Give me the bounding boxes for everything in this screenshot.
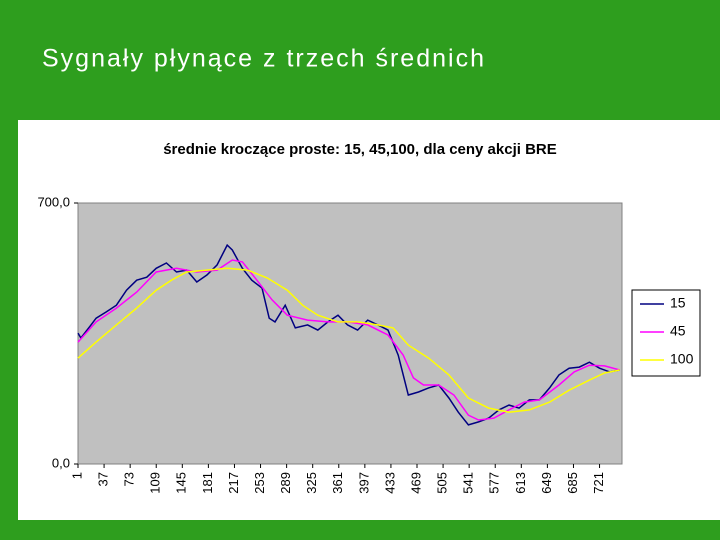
series-line — [77, 267, 620, 413]
slide-title: Sygnały płynące z trzech średnich — [42, 45, 486, 73]
x-tick-label: 469 — [408, 472, 423, 494]
x-tick-label: 541 — [461, 472, 476, 494]
x-tick-label: 37 — [96, 472, 111, 486]
x-tick-label: 289 — [278, 472, 293, 494]
x-tick-label: 685 — [565, 472, 580, 494]
x-tick-label: 253 — [252, 472, 267, 494]
legend-label: 15 — [670, 295, 686, 311]
x-tick-label: 577 — [487, 472, 502, 494]
legend-label: 100 — [670, 351, 694, 367]
legend-label: 45 — [670, 323, 686, 339]
x-tick-label: 217 — [226, 472, 241, 494]
x-tick-label: 109 — [148, 472, 163, 494]
x-tick-label: 145 — [174, 472, 189, 494]
x-tick-label: 181 — [200, 472, 215, 494]
x-tick-label: 649 — [539, 472, 554, 494]
x-tick-label: 361 — [330, 472, 345, 494]
y-tick-label: 0,0 — [52, 455, 70, 470]
x-tick-label: 721 — [591, 472, 606, 494]
x-tick-label: 73 — [122, 472, 137, 486]
x-tick-label: 505 — [435, 472, 450, 494]
x-tick-label: 397 — [356, 472, 371, 494]
series-line — [77, 259, 620, 421]
x-tick-label: 433 — [382, 472, 397, 494]
x-tick-label: 325 — [304, 472, 319, 494]
y-tick-label: 700,0 — [37, 194, 70, 209]
series-line — [77, 243, 620, 426]
plot-area — [77, 202, 623, 465]
x-tick-label: 1 — [69, 472, 84, 479]
x-tick-label: 613 — [513, 472, 528, 494]
chart-title: średnie kroczące proste: 15, 45,100, dla… — [163, 141, 557, 158]
